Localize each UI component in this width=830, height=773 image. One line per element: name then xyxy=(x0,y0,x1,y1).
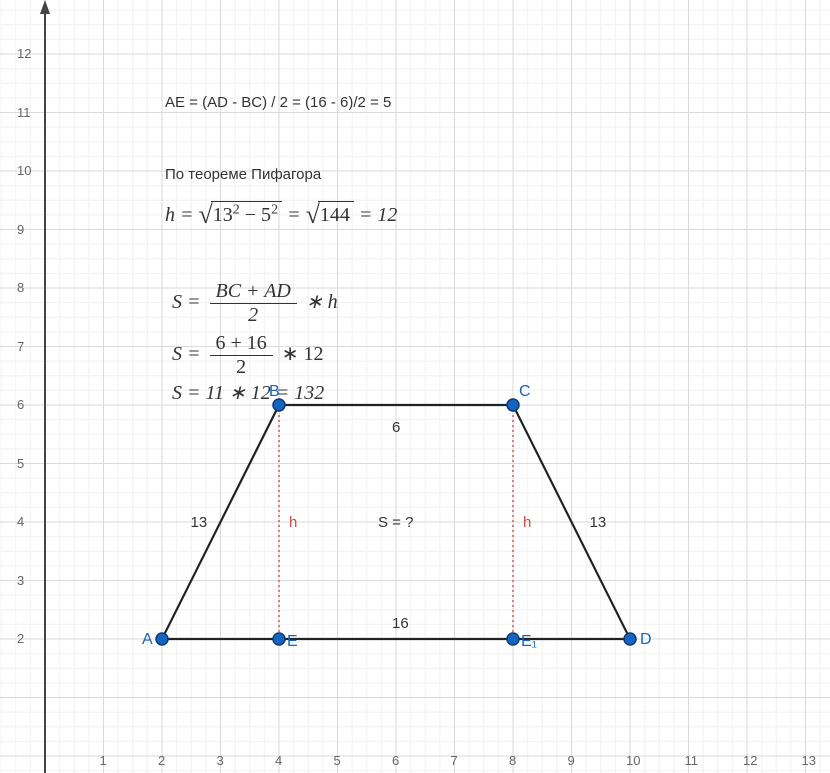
y-tick-2: 2 xyxy=(17,631,24,646)
y-tick-7: 7 xyxy=(17,339,24,354)
sqrt-2: √144 xyxy=(306,200,354,230)
sqrt-1: √132 − 52 xyxy=(199,200,283,230)
point-label-D: D xyxy=(640,631,652,649)
y-tick-4: 4 xyxy=(17,514,24,529)
edge-label-AB: 13 xyxy=(191,514,208,531)
x-tick-7: 7 xyxy=(451,753,458,768)
x-tick-9: 9 xyxy=(568,753,575,768)
h-mid: = xyxy=(287,204,301,226)
h-suffix: = 12 xyxy=(359,204,398,226)
h-formula: h = √132 − 52 = √144 = 12 xyxy=(165,200,397,230)
x-tick-3: 3 xyxy=(217,753,224,768)
s-sub: S = 6 + 16 2 ∗ 12 xyxy=(172,332,324,379)
x-tick-10: 10 xyxy=(626,753,640,768)
x-tick-1: 1 xyxy=(100,753,107,768)
point-label-E1: E₁ xyxy=(521,633,537,651)
s-suffix-1: ∗ h xyxy=(306,291,338,313)
y-tick-11: 11 xyxy=(17,105,31,120)
height-label-BE: h xyxy=(289,514,297,531)
y-tick-3: 3 xyxy=(17,573,24,588)
point-label-B: B xyxy=(269,383,280,401)
x-tick-2: 2 xyxy=(158,753,165,768)
s-result: S = 11 ∗ 12 = 132 xyxy=(172,380,324,405)
y-tick-12: 12 xyxy=(17,46,31,61)
s-formula: S = BC + AD 2 ∗ h xyxy=(172,280,338,327)
y-tick-6: 6 xyxy=(17,397,24,412)
s-frac-1: BC + AD 2 xyxy=(210,280,297,327)
y-tick-8: 8 xyxy=(17,280,24,295)
x-tick-5: 5 xyxy=(334,753,341,768)
s-prefix-1: S = xyxy=(172,291,201,313)
point-label-C: C xyxy=(519,383,531,401)
height-label-CE1: h xyxy=(523,514,531,531)
edge-label-BC: 6 xyxy=(392,419,400,436)
h-prefix: h = xyxy=(165,204,194,226)
edge-label-CD: 13 xyxy=(590,514,607,531)
x-tick-11: 11 xyxy=(685,753,699,768)
area-question: S = ? xyxy=(378,514,413,531)
y-tick-10: 10 xyxy=(17,163,31,178)
y-tick-5: 5 xyxy=(17,456,24,471)
x-tick-13: 13 xyxy=(802,753,816,768)
point-label-A: A xyxy=(142,631,153,649)
x-tick-4: 4 xyxy=(275,753,282,768)
ae-equation: AE = (AD - BC) / 2 = (16 - 6)/2 = 5 xyxy=(165,94,391,111)
s-prefix-2: S = xyxy=(172,343,201,365)
x-tick-8: 8 xyxy=(509,753,516,768)
pythag-title: По теореме Пифагора xyxy=(165,166,321,183)
y-tick-9: 9 xyxy=(17,222,24,237)
coordinate-plane xyxy=(0,0,830,773)
s-frac-2: 6 + 16 2 xyxy=(210,332,273,379)
x-tick-6: 6 xyxy=(392,753,399,768)
x-tick-12: 12 xyxy=(743,753,757,768)
edge-label-DA: 16 xyxy=(392,615,409,632)
s-suffix-2: ∗ 12 xyxy=(282,343,324,365)
point-label-E: E xyxy=(287,633,298,651)
y-tick-13: 13 xyxy=(17,0,31,3)
